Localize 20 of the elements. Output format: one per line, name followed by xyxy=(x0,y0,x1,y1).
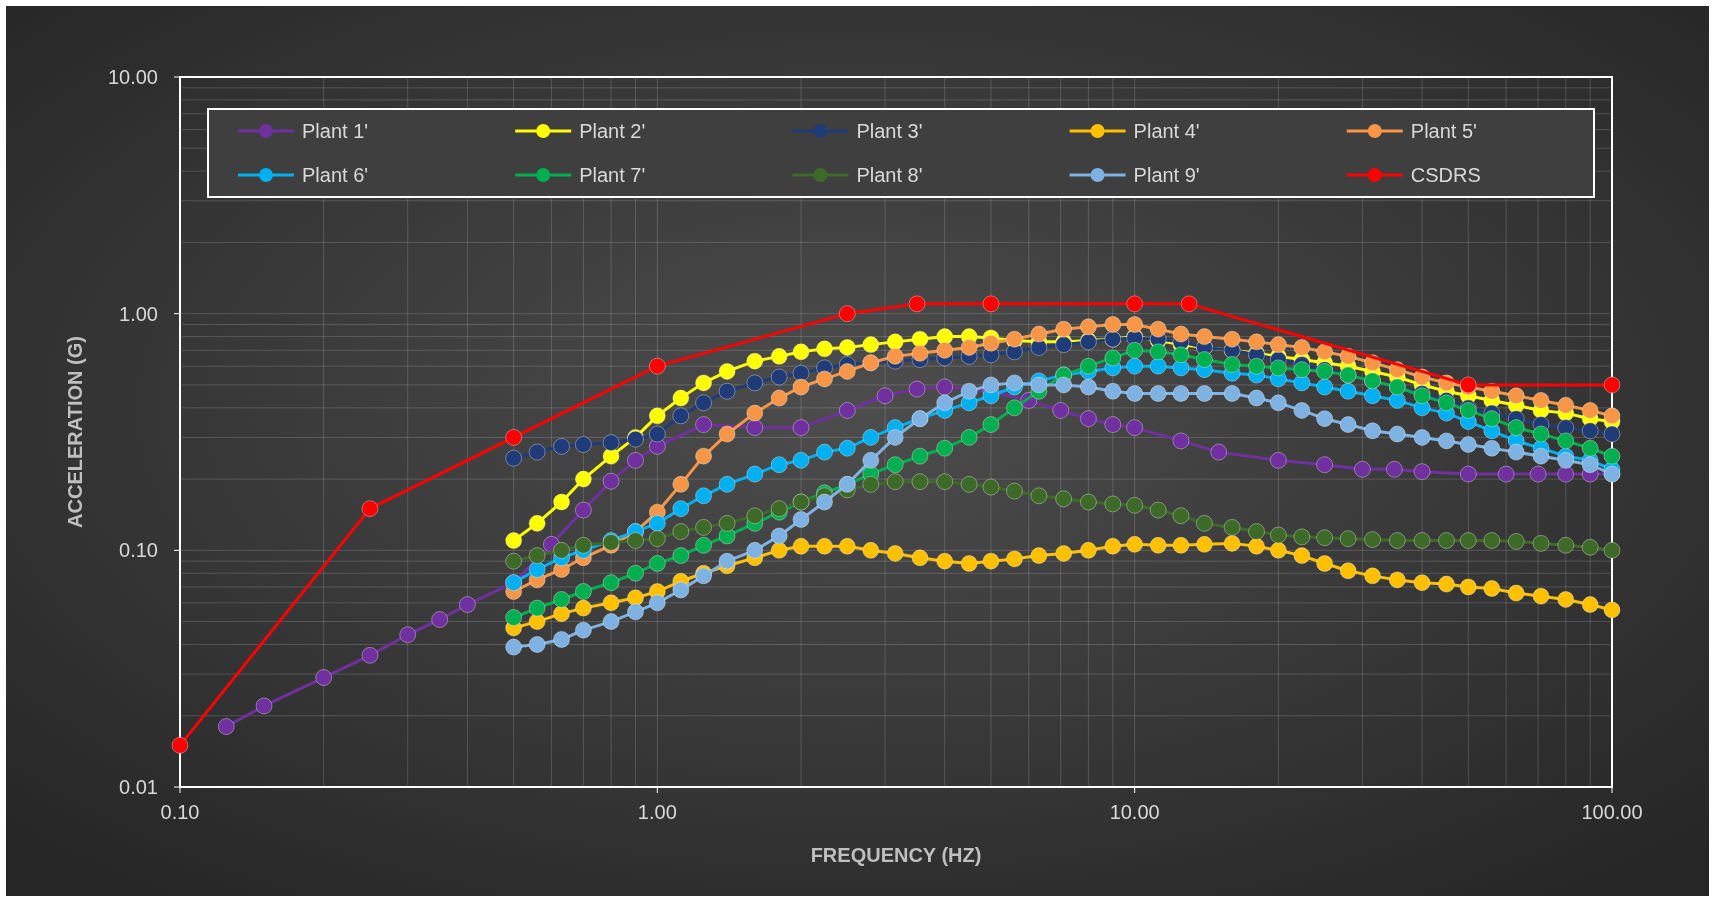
legend-label: Plant 4' xyxy=(1133,120,1200,142)
legend-label: Plant 9' xyxy=(1133,164,1200,186)
y-axis-title: ACCELERATION (G) xyxy=(64,336,86,528)
x-tick-label: 1.00 xyxy=(637,801,677,823)
x-tick-label: 10.00 xyxy=(1109,801,1160,823)
legend-label: Plant 6' xyxy=(302,164,369,186)
legend-label: Plant 3' xyxy=(856,120,923,142)
y-tick-label: 1.00 xyxy=(119,302,158,325)
legend-label: Plant 2' xyxy=(579,120,646,142)
legend-label: CSDRS xyxy=(1410,164,1481,186)
legend-label: Plant 8' xyxy=(856,164,923,186)
y-tick-label: 0.10 xyxy=(119,539,158,562)
legend-label: Plant 1' xyxy=(302,120,369,142)
legend-label: Plant 5' xyxy=(1410,120,1477,142)
y-tick-label: 10.00 xyxy=(107,66,158,88)
x-tick-label: 0.10 xyxy=(160,801,200,823)
legend-label: Plant 7' xyxy=(579,164,646,186)
x-tick-label: 100.00 xyxy=(1581,801,1643,823)
y-tick-label: 0.01 xyxy=(119,776,158,798)
x-axis-title: FREQUENCY (HZ) xyxy=(810,844,982,866)
